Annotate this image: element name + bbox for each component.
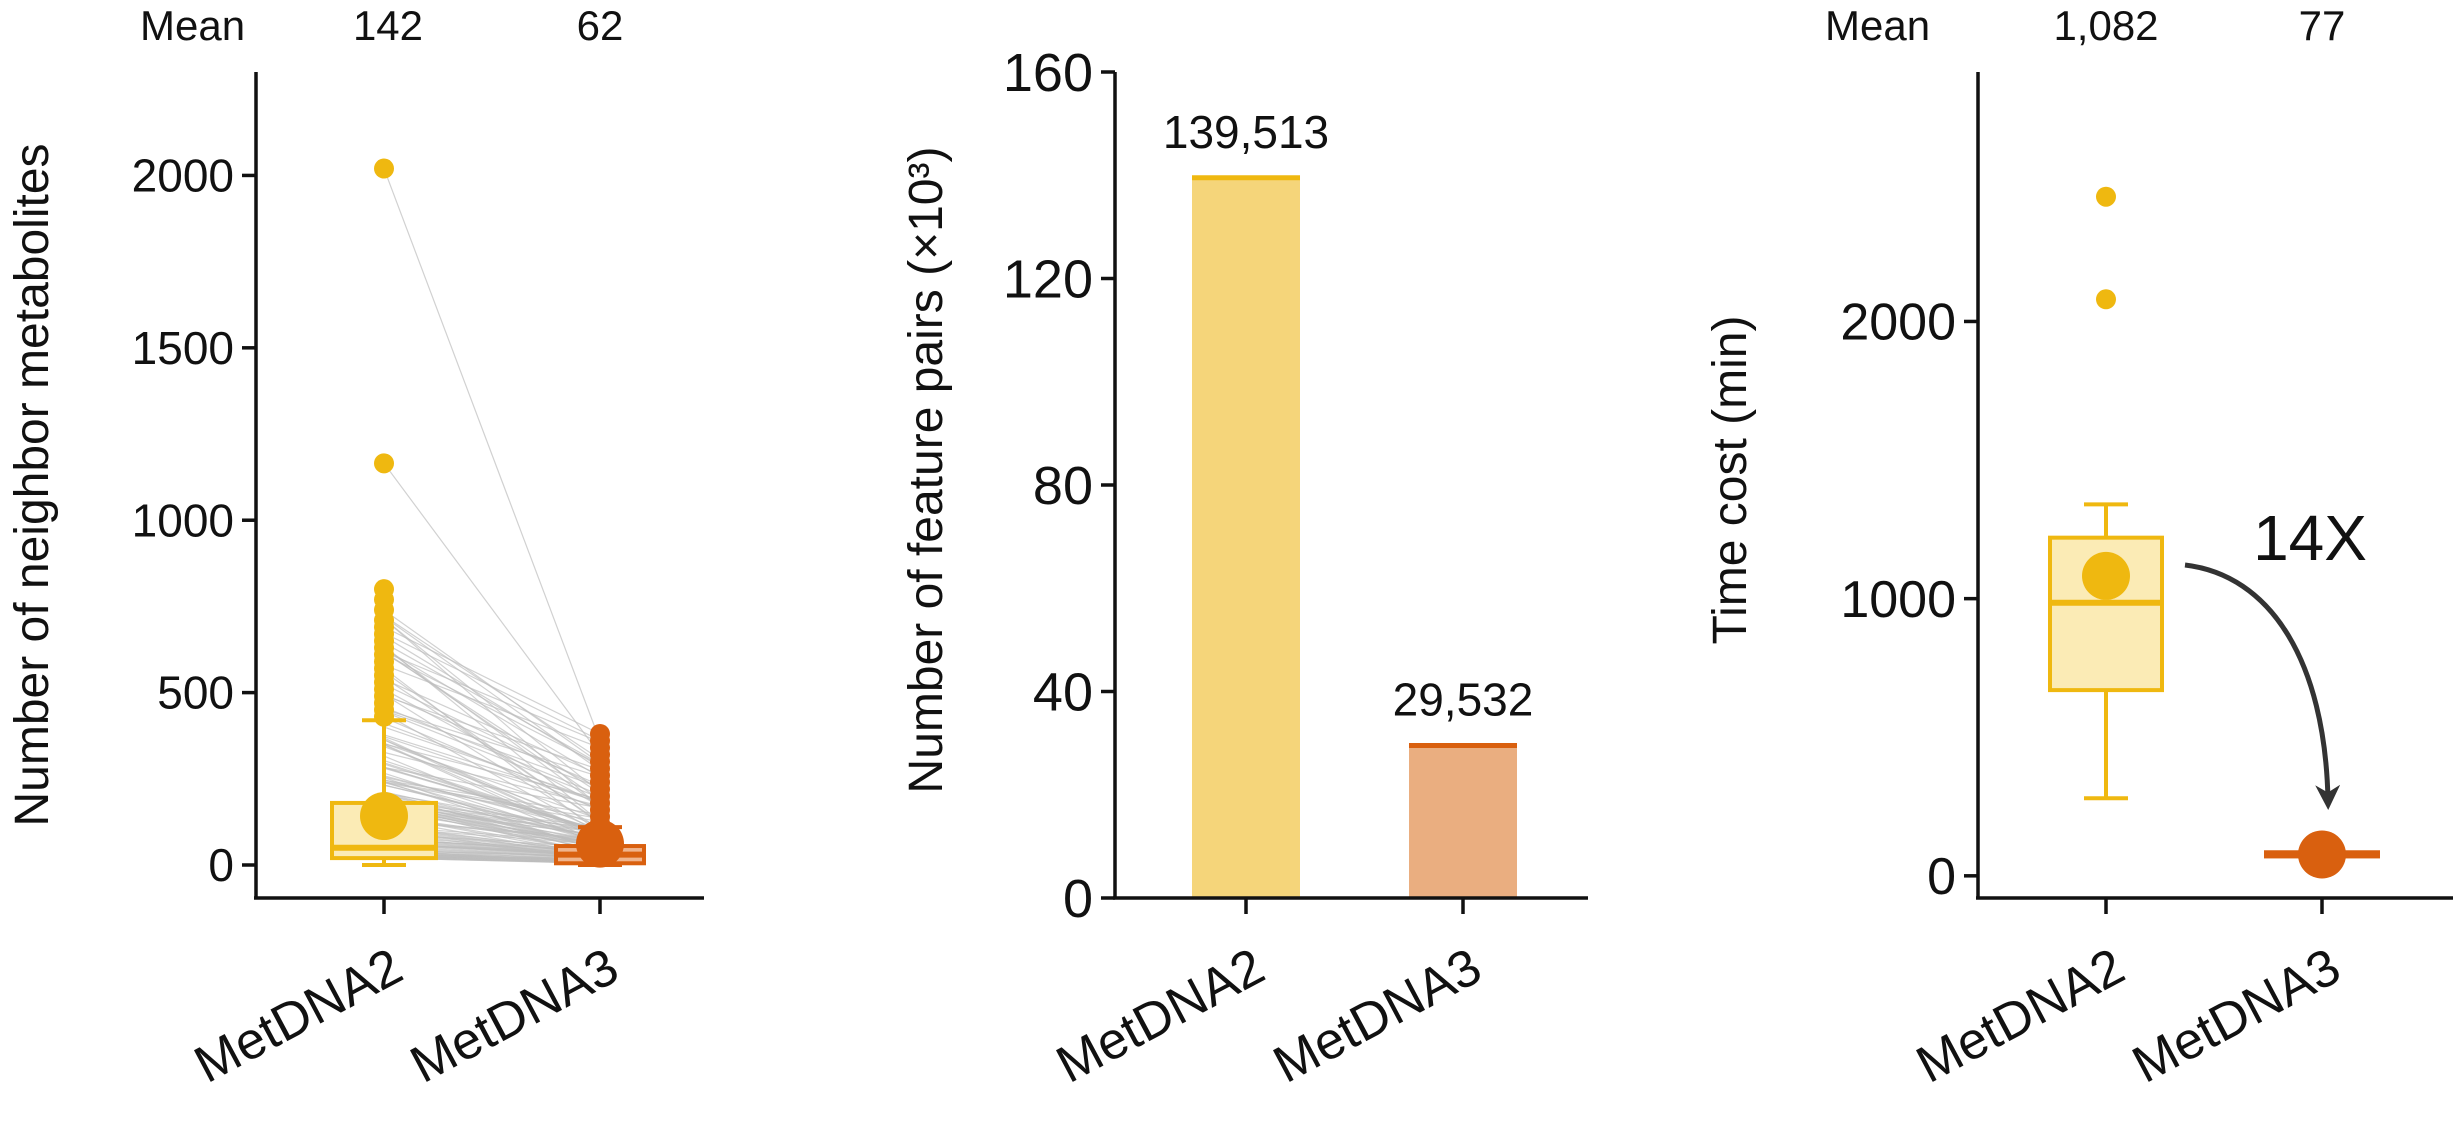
- pair-line: [383, 759, 601, 832]
- pair-line: [383, 635, 601, 768]
- fold-change-arrow: [2184, 562, 2341, 810]
- mean-point: [360, 792, 408, 841]
- pair-line: [383, 683, 601, 789]
- x-tick-label: MetDNA2: [185, 937, 411, 1094]
- bar: [1192, 177, 1300, 898]
- y-tick-label: 0: [1927, 848, 1956, 906]
- x-tick-label: MetDNA3: [401, 937, 627, 1094]
- outlier-point: [2096, 289, 2116, 310]
- y-ticks: 0 1000 2000: [1840, 294, 1978, 906]
- pair-line: [383, 462, 601, 756]
- mean-point: [576, 819, 624, 868]
- y-tick-label: 1000: [1840, 571, 1956, 629]
- y-ticks: 0 500 1000 1500 2000: [132, 150, 256, 891]
- y-tick-label: 120: [1003, 249, 1093, 309]
- y-tick-label: 1000: [132, 494, 234, 546]
- outlier-point: [2096, 186, 2116, 207]
- mean-value-metdna3: 77: [2299, 2, 2346, 49]
- mean-point: [2082, 551, 2130, 600]
- pair-line: [383, 781, 601, 852]
- data-label: 139,513: [1163, 106, 1329, 158]
- data-label: 29,532: [1393, 674, 1534, 726]
- pair-line: [383, 653, 601, 766]
- y-axis-label: Number of feature pairs (×10³): [900, 147, 953, 794]
- bar-marks: 139,513 29,532: [1163, 106, 1533, 898]
- y-ticks: 0 40 80 120 160: [1003, 43, 1115, 929]
- pair-line: [383, 609, 601, 764]
- pair-line: [383, 664, 601, 749]
- mean-header-label: Mean: [140, 2, 245, 49]
- box-marks: [2048, 186, 2380, 879]
- pair-line: [383, 708, 601, 778]
- x-tick-label: MetDNA3: [1264, 937, 1490, 1094]
- pair-line: [383, 618, 601, 793]
- pair-line: [383, 781, 601, 823]
- bar: [1409, 745, 1517, 898]
- x-tick-label: MetDNA3: [2123, 937, 2349, 1094]
- y-tick-label: 160: [1003, 43, 1093, 103]
- pair-line: [383, 626, 601, 735]
- pair-line: [383, 722, 601, 804]
- pair-line: [383, 648, 601, 778]
- y-tick-label: 40: [1033, 662, 1093, 722]
- pair-line: [383, 678, 601, 776]
- mean-point: [2298, 830, 2346, 879]
- mean-value-metdna2: 142: [353, 2, 423, 49]
- outlier-point: [374, 453, 394, 474]
- pair-line: [383, 688, 601, 807]
- x-tick-label: MetDNA2: [1907, 937, 2133, 1094]
- y-tick-label: 1500: [132, 322, 234, 374]
- mean-header-label: Mean: [1825, 2, 1930, 49]
- pair-line: [383, 736, 601, 809]
- y-tick-label: 0: [1063, 869, 1093, 929]
- pair-line: [383, 776, 601, 830]
- y-tick-label: 0: [208, 839, 234, 891]
- pair-line: [383, 651, 601, 743]
- pair-line: [383, 642, 601, 765]
- y-tick-label: 500: [157, 667, 234, 719]
- y-tick-label: 2000: [132, 150, 234, 202]
- y-tick-label: 2000: [1840, 294, 1956, 352]
- outlier-point: [374, 158, 394, 179]
- y-axis-label: Number of neighbor metabolites: [6, 143, 59, 826]
- pair-line: [383, 716, 601, 811]
- box-marks: [330, 158, 646, 868]
- pair-line: [383, 645, 601, 823]
- paired-lines: [383, 168, 601, 865]
- y-axis-label: Time cost (min): [1704, 316, 1757, 645]
- pair-line: [383, 711, 601, 799]
- mean-value-metdna2: 1,082: [2053, 2, 2158, 49]
- pair-line: [383, 695, 601, 771]
- pair-line: [383, 781, 601, 820]
- mean-value-metdna3: 62: [577, 2, 624, 49]
- pair-line: [383, 650, 601, 801]
- pair-line: [383, 734, 601, 803]
- x-tick-label: MetDNA2: [1047, 937, 1273, 1094]
- pair-line: [383, 772, 601, 843]
- pair-line: [383, 615, 601, 760]
- pair-line: [383, 168, 601, 742]
- y-tick-label: 80: [1033, 456, 1093, 516]
- pair-line: [383, 742, 601, 820]
- pair-line: [383, 766, 601, 809]
- pair-line: [383, 743, 601, 840]
- fold-change-annotation: 14X: [2253, 502, 2367, 574]
- panel-feature-pairs: 139,513 29,532 0 40 80 120 160 MetDNA2MetDNA3…: [900, 43, 1588, 1094]
